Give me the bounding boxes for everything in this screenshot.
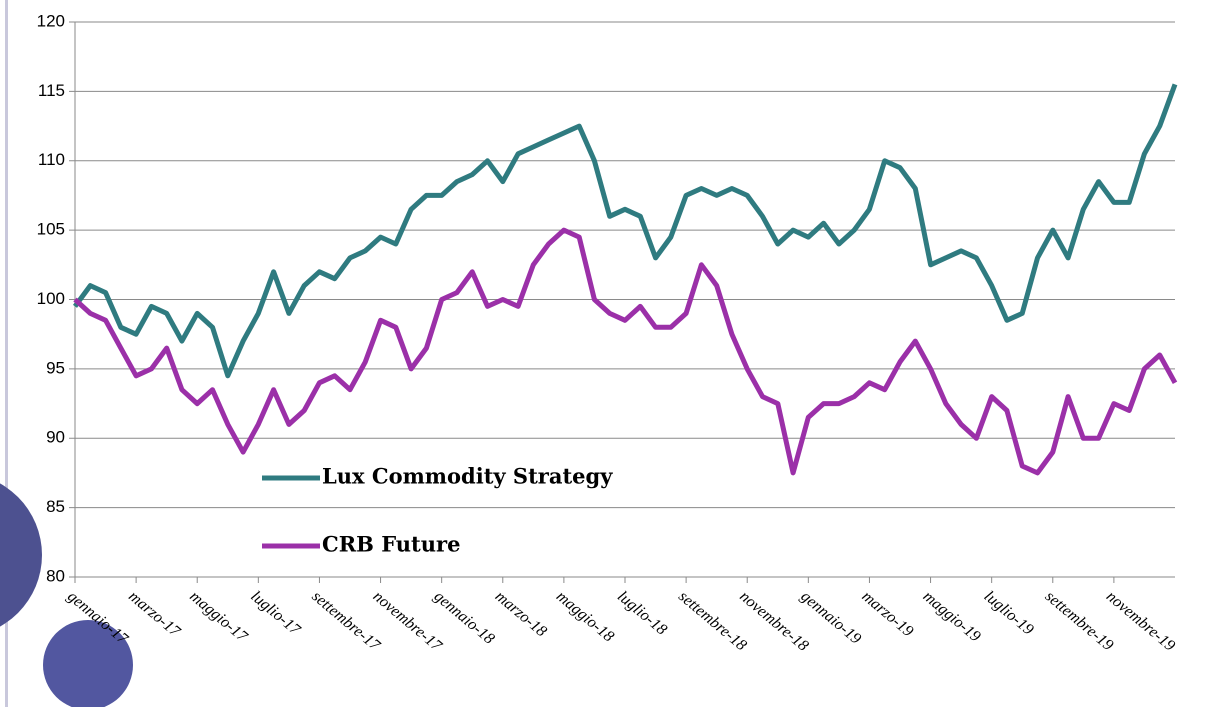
x-tick-label: marzo-18 [492,588,550,640]
y-tick-label: 100 [37,289,65,308]
side-rule [5,0,8,707]
legend-label: Lux Commodity Strategy [322,464,613,489]
decor-circle [43,620,133,707]
decor-circle [0,483,42,627]
x-tick-label: marzo-17 [125,588,184,641]
x-tick-label: maggio-17 [186,588,251,646]
series-line [73,227,1178,476]
x-tick-label: luglio-19 [981,588,1037,639]
x-tick-label: maggio-19 [920,588,984,646]
y-tick-label: 110 [38,150,65,169]
y-tick-label: 95 [46,358,65,377]
x-tick-label: marzo-19 [859,588,917,640]
x-tick-label: maggio-18 [553,588,617,646]
y-tick-label: 120 [37,11,65,30]
y-tick-label: 85 [46,497,65,516]
legend-label: CRB Future [322,532,460,557]
y-tick-label: 80 [46,566,65,585]
x-tick-label: novembre-19 [1103,588,1178,655]
x-tick-label: luglio-18 [614,588,670,639]
series-line [72,83,1178,379]
y-tick-label: 90 [46,428,65,447]
y-tick-label: 115 [38,81,65,100]
x-tick-label: luglio-17 [247,588,304,639]
y-tick-label: 105 [37,220,65,239]
